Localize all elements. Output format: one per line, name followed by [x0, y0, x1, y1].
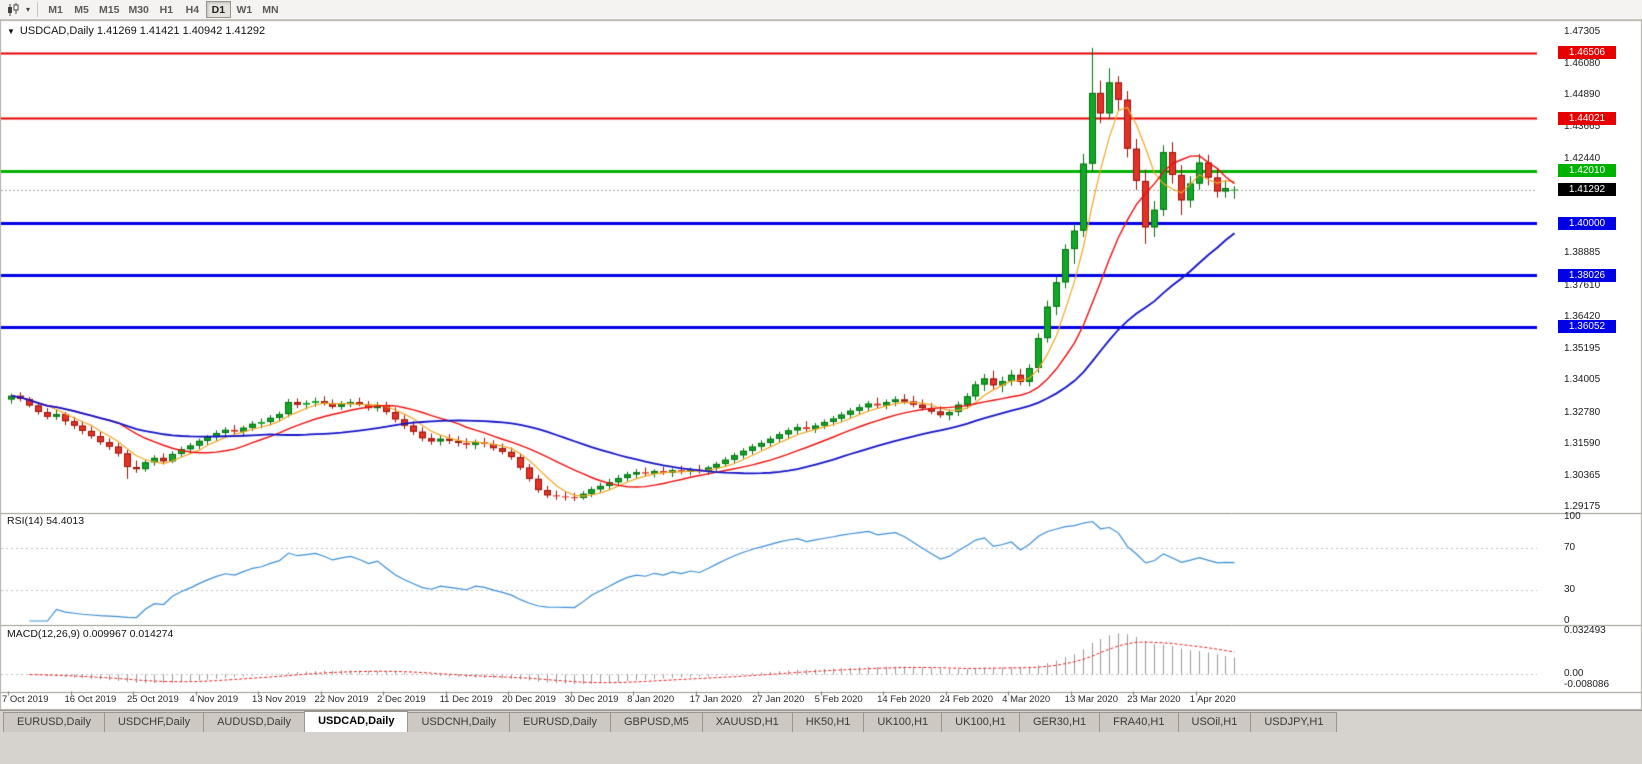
window-bottom-strip — [0, 732, 1642, 764]
timeframe-button-m1[interactable]: M1 — [48, 4, 63, 16]
chart-tab-eurusd-daily[interactable]: EURUSD,Daily — [509, 712, 611, 732]
chart-tab-hk50-h1[interactable]: HK50,H1 — [791, 712, 865, 732]
timeframe-button-h1[interactable]: H1 — [159, 4, 174, 16]
chart-tab-xauusd-h1[interactable]: XAUUSD,H1 — [701, 712, 793, 732]
chart-tab-usdjpy-h1[interactable]: USDJPY,H1 — [1250, 712, 1338, 732]
timeframe-button-m15[interactable]: M15 — [99, 4, 120, 16]
chart-tab-usdcad-daily[interactable]: USDCAD,Daily — [304, 711, 409, 732]
chart-window: ▼ USDCAD,Daily 1.41269 1.41421 1.40942 1… — [0, 20, 1642, 710]
timeframe-button-m30[interactable]: M30 — [128, 4, 149, 16]
timeframe-button-m5[interactable]: M5 — [74, 4, 89, 16]
chart-tab-gbpusd-m5[interactable]: GBPUSD,M5 — [610, 712, 703, 732]
candlestick-chart-icon[interactable] — [4, 2, 26, 18]
chart-tab-uk100-h1[interactable]: UK100,H1 — [941, 712, 1020, 732]
chart-type-dropdown-icon[interactable]: ▾ — [26, 5, 31, 14]
timeframe-button-d1[interactable]: D1 — [205, 1, 231, 18]
chart-tab-usdcnh-daily[interactable]: USDCNH,Daily — [407, 712, 511, 732]
chart-tab-eurusd-daily[interactable]: EURUSD,Daily — [3, 712, 105, 732]
timeframe-buttons-group: M1 M5 M15 M30 H1 H4 D1 W1 MN — [43, 1, 283, 18]
timeframe-button-mn[interactable]: MN — [262, 4, 279, 16]
chart-canvas[interactable] — [0, 20, 1642, 710]
chart-tab-audusd-daily[interactable]: AUDUSD,Daily — [203, 712, 306, 732]
timeframe-button-w1[interactable]: W1 — [236, 4, 253, 16]
chart-tab-usdchf-daily[interactable]: USDCHF,Daily — [103, 712, 205, 732]
chart-tabs-bar: EURUSD,Daily USDCHF,Daily AUDUSD,Daily USDC… — [0, 710, 1642, 732]
chart-tab-uk100-h1[interactable]: UK100,H1 — [863, 712, 943, 732]
timeframe-toolbar: ▾ M1 M5 M15 M30 H1 H4 D1 W1 MN — [0, 0, 1642, 20]
timeframe-button-h4[interactable]: H4 — [185, 4, 200, 16]
chart-tab-fra40-h1[interactable]: FRA40,H1 — [1099, 712, 1179, 732]
chart-tab-ger30-h1[interactable]: GER30,H1 — [1018, 712, 1101, 732]
toolbar-separator — [37, 2, 39, 17]
chart-tab-usoil-h1[interactable]: USOil,H1 — [1177, 712, 1252, 732]
